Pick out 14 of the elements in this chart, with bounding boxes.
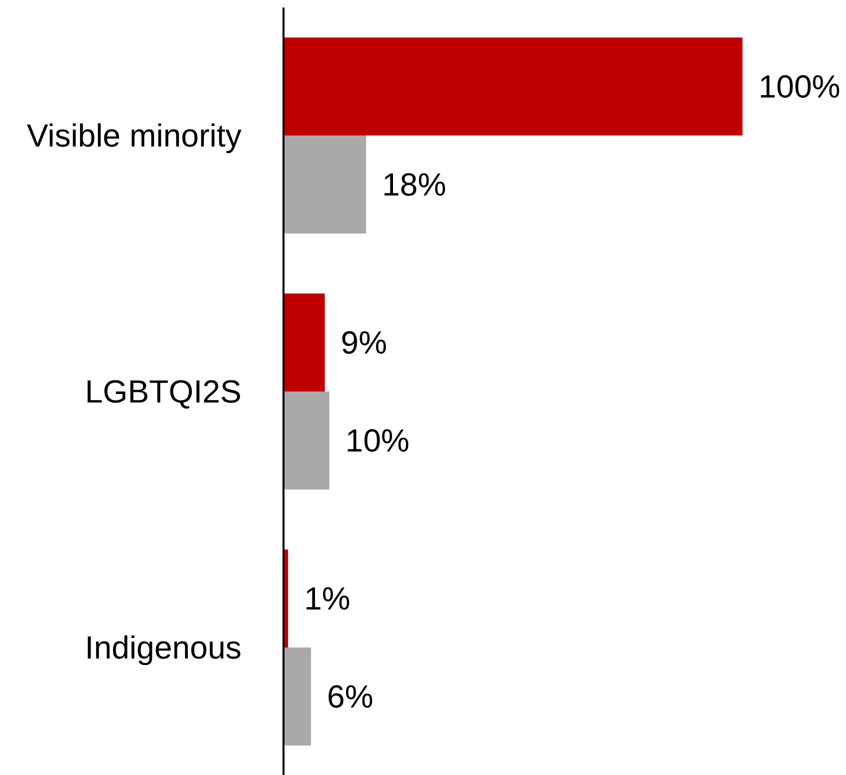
- y-tick-label: Indigenous: [84, 630, 242, 666]
- bar: [284, 37, 742, 136]
- data-label: 10%: [345, 422, 410, 459]
- data-label: 9%: [340, 324, 388, 360]
- data-label: 100%: [758, 68, 840, 104]
- data-label: 18%: [382, 166, 446, 203]
- bar: [284, 392, 330, 490]
- bar: [284, 648, 312, 746]
- data-label: 1%: [304, 580, 350, 616]
- bar: [284, 136, 366, 234]
- y-tick-label: LGBTQI2S: [85, 374, 242, 410]
- y-tick-label: Visible minority: [26, 118, 242, 154]
- bar: [284, 293, 325, 392]
- data-label: 6%: [327, 678, 374, 715]
